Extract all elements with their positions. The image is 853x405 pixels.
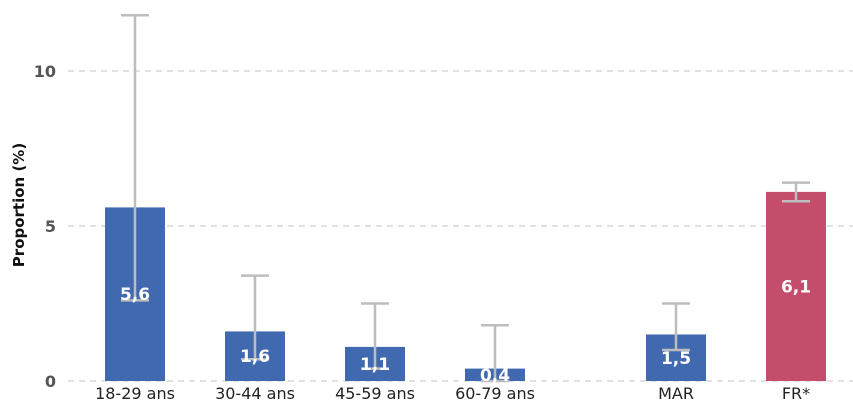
y-tick-label-10: 10 <box>34 62 56 81</box>
x-tick-label-5: FR* <box>782 384 810 403</box>
x-tick-label-4: MAR <box>658 384 694 403</box>
x-tick-label-1: 30-44 ans <box>215 384 295 403</box>
error-bars-layer <box>121 13 810 383</box>
data-label-4: 1,5 <box>661 349 691 369</box>
grid-layer <box>68 70 853 382</box>
data-label-0: 5,6 <box>120 285 150 305</box>
data-label-3: 0,4 <box>480 366 510 386</box>
labels-layer: 0 5 10 5,6 18-29 ans 1,6 30-44 ans 1,1 45-59 ans… <box>34 62 811 403</box>
y-tick-label-5: 5 <box>45 217 56 236</box>
x-tick-label-2: 45-59 ans <box>335 384 415 403</box>
x-tick-label-3: 60-79 ans <box>455 384 535 403</box>
data-label-2: 1,1 <box>360 355 390 375</box>
data-label-5: 6,1 <box>781 277 811 297</box>
data-label-1: 1,6 <box>240 347 270 367</box>
bar-5 <box>766 191 826 381</box>
bars-layer <box>105 191 826 381</box>
y-tick-label-0: 0 <box>45 372 56 391</box>
x-tick-label-0: 18-29 ans <box>95 384 175 403</box>
y-axis-title: Proportion (%) <box>10 143 28 267</box>
